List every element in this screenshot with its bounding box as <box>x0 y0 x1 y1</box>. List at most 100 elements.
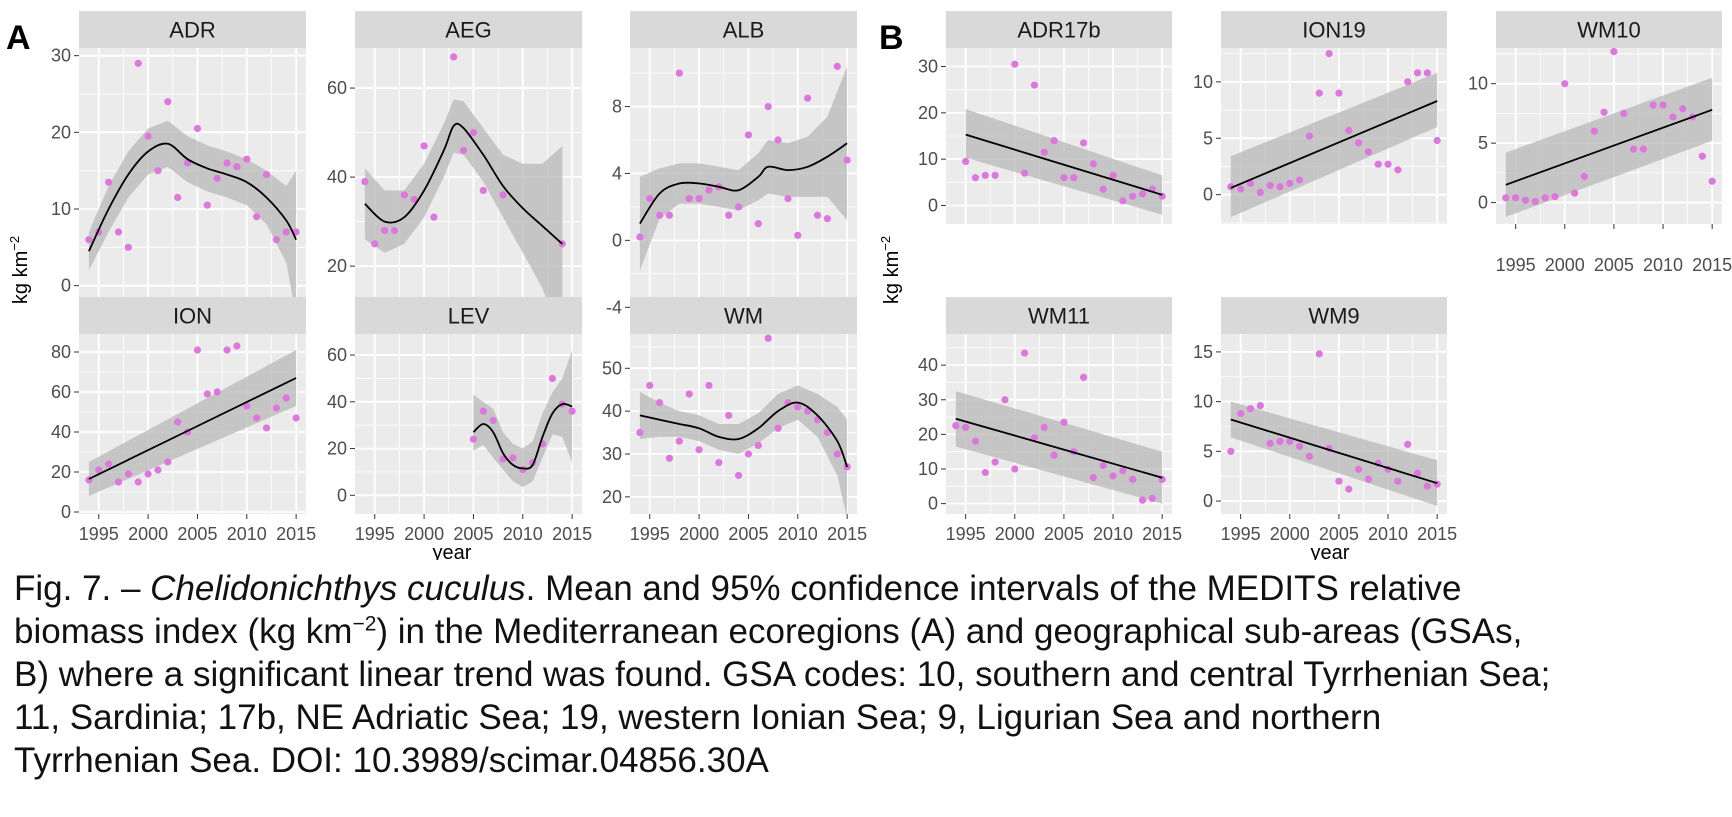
x-tick-label: 2000 <box>679 524 719 544</box>
y-tick-label: 0 <box>337 485 347 505</box>
data-point <box>754 220 762 228</box>
data-point <box>1040 148 1048 156</box>
data-point <box>253 414 261 422</box>
facet-strip <box>630 11 857 48</box>
data-point <box>568 407 576 415</box>
data-point <box>1708 177 1716 185</box>
data-point <box>164 458 172 466</box>
plot-area <box>79 334 306 514</box>
facet-aeg: AEG 20 40 60 <box>327 11 582 324</box>
data-point <box>774 424 782 432</box>
y-tick-label: 5 <box>1203 128 1213 148</box>
data-point <box>1659 101 1667 109</box>
y-tick-label: 20 <box>918 424 938 444</box>
data-point <box>85 236 93 244</box>
data-point <box>1590 127 1598 135</box>
facet-title: ION <box>173 304 212 329</box>
data-point <box>1050 451 1058 459</box>
data-point <box>1050 137 1058 145</box>
fit-line <box>88 142 297 252</box>
data-point <box>272 404 280 412</box>
facet-title: ALB <box>723 18 765 43</box>
data-point <box>410 195 418 203</box>
facet-strip <box>355 11 582 48</box>
data-point <box>1099 185 1107 193</box>
facet-strip <box>1221 11 1447 48</box>
data-point <box>823 428 831 437</box>
x-tick-label: 2015 <box>1417 524 1457 544</box>
y-tick-label: 0 <box>1478 193 1488 213</box>
data-point <box>1354 139 1363 147</box>
facet-strip <box>946 297 1172 334</box>
data-point <box>1079 139 1088 147</box>
x-tick-label: 2015 <box>1142 524 1182 544</box>
caption-line: 11, Sardinia; 17b, NE Adriatic Sea; 19, … <box>14 696 1724 739</box>
y-tick-label: 40 <box>327 392 347 412</box>
y-tick-label: 4 <box>612 163 622 183</box>
data-point <box>1629 145 1638 153</box>
data-point <box>144 132 152 140</box>
data-point <box>1060 174 1068 182</box>
data-point <box>833 450 841 458</box>
x-tick-label: 2015 <box>276 524 316 544</box>
data-point <box>1512 194 1520 202</box>
data-point <box>1070 174 1078 182</box>
data-point <box>754 441 762 450</box>
data-point <box>154 167 162 175</box>
y-tick-label: 20 <box>327 256 347 276</box>
data-point <box>1079 373 1088 381</box>
y-tick-label: 80 <box>51 342 71 362</box>
data-point <box>1423 482 1431 490</box>
data-point <box>646 194 654 203</box>
data-point <box>1669 113 1677 121</box>
plot-area <box>355 48 582 324</box>
data-point <box>459 146 468 154</box>
y-tick-label: 50 <box>602 358 622 378</box>
caption-text: Chelidonichthys cuculus <box>150 569 526 608</box>
data-point <box>361 177 369 186</box>
facet-title: WM10 <box>1577 18 1641 43</box>
data-point <box>282 228 290 236</box>
data-point <box>519 465 527 474</box>
fit-line <box>639 401 848 468</box>
x-tick-label: 1995 <box>1221 524 1261 544</box>
x-tick-label: 2000 <box>995 524 1035 544</box>
caption-text: . Mean and 95% confidence intervals of t… <box>525 569 1462 608</box>
y-axis-title-a: kg km−2 <box>7 236 32 304</box>
data-point <box>193 124 202 133</box>
data-point <box>725 211 733 219</box>
data-point <box>499 191 507 199</box>
y-tick-label: 20 <box>918 103 938 123</box>
x-tick-label: 2000 <box>404 524 444 544</box>
data-point <box>1227 447 1235 455</box>
x-tick-label: 2005 <box>1319 524 1359 544</box>
data-point <box>489 416 497 425</box>
y-axis-title-unit: kg km <box>10 251 32 304</box>
x-tick-label: 2000 <box>1545 255 1585 275</box>
data-point <box>1021 169 1029 177</box>
fit-line <box>1230 100 1438 189</box>
data-point <box>1138 190 1147 198</box>
data-point <box>971 174 980 182</box>
data-point <box>1109 472 1117 480</box>
data-point <box>1561 80 1569 88</box>
x-tick-label: 2010 <box>778 524 818 544</box>
plot-area <box>1496 48 1722 224</box>
confidence-band <box>965 109 1163 215</box>
facet-ion: ION 0 20 40 60 80 1995 2000 2005 2010 2015 <box>51 297 316 544</box>
data-point <box>1256 188 1264 197</box>
data-point <box>469 435 478 443</box>
data-point <box>991 458 999 466</box>
data-point <box>1089 160 1097 168</box>
data-point <box>734 203 743 211</box>
data-point <box>203 390 211 398</box>
data-point <box>1011 465 1019 473</box>
x-tick-label: 2005 <box>453 524 493 544</box>
fit-line <box>472 402 573 470</box>
y-axis-title-exponent: −2 <box>878 236 893 251</box>
fit-line <box>965 133 1163 196</box>
y-tick-label: 0 <box>928 494 938 514</box>
data-point <box>962 423 970 432</box>
plot-area <box>1221 48 1447 224</box>
y-tick-label: 40 <box>918 355 938 375</box>
